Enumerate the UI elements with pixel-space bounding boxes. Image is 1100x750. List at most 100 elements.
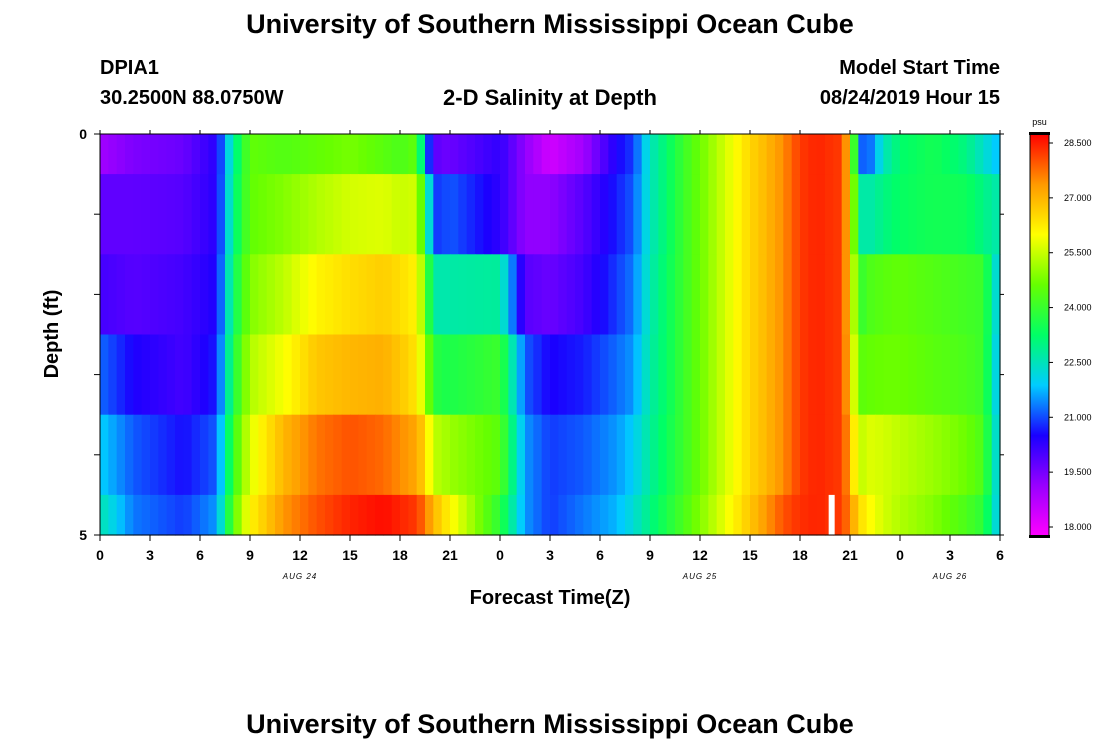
model-start-time: 08/24/2019 Hour 15: [819, 87, 1000, 109]
heatmap-cell: [200, 254, 209, 336]
heatmap-cell: [350, 134, 359, 175]
heatmap-cell: [375, 134, 384, 175]
heatmap-cell: [241, 174, 251, 255]
heatmap-cell: [825, 254, 834, 336]
heatmap-cell: [150, 334, 159, 416]
heatmap-cell: [233, 254, 243, 336]
heatmap-cell: [783, 254, 793, 336]
heatmap-cell: [500, 334, 509, 416]
heatmap-cell: [275, 174, 284, 255]
heatmap-cell: [516, 254, 526, 336]
heatmap-cell: [516, 414, 526, 496]
heatmap-cell: [300, 414, 309, 496]
heatmap-cell: [533, 174, 543, 255]
station-coordinates: 30.2500N 88.0750W: [100, 87, 284, 109]
heatmap-cell: [433, 254, 443, 336]
heatmap-cell: [266, 254, 276, 336]
colorbar-label: 25.500: [1064, 248, 1092, 258]
heatmap-cell: [716, 134, 726, 175]
heatmap-cell: [116, 134, 126, 175]
heatmap-cell: [491, 334, 501, 416]
heatmap-cell: [308, 414, 318, 496]
heatmap-cell: [225, 414, 234, 496]
heatmap-cell: [441, 414, 451, 496]
heatmap-cell: [225, 174, 234, 255]
heatmap-cell: [291, 334, 301, 416]
heatmap-cell: [891, 494, 901, 536]
heatmap-cell: [741, 334, 751, 416]
heatmap-cell: [600, 334, 609, 416]
heatmap-cell: [175, 174, 184, 255]
heatmap-cell: [583, 334, 593, 416]
heatmap-cell: [500, 134, 509, 175]
heatmap-cell: [408, 494, 418, 536]
heatmap-cell: [316, 254, 326, 336]
heatmap-cell: [358, 174, 368, 255]
heatmap-cell: [391, 134, 401, 175]
heatmap-cell: [283, 414, 293, 496]
heatmap-cell: [216, 414, 226, 496]
heatmap-cell: [925, 134, 934, 175]
depth-row: [100, 134, 1001, 175]
heatmap-cell: [416, 494, 426, 536]
heatmap-cell: [641, 174, 651, 255]
heatmap-cell: [125, 334, 134, 416]
heatmap-cell: [375, 414, 384, 496]
heatmap-cell: [200, 334, 209, 416]
heatmap-cell: [466, 414, 476, 496]
heatmap-cell: [441, 174, 451, 255]
heatmap-cell: [775, 174, 784, 255]
heatmap-cell: [900, 174, 909, 255]
heatmap-cell: [883, 134, 893, 175]
heatmap-cell: [858, 334, 868, 416]
heatmap-cell: [908, 414, 918, 496]
heatmap-cell: [233, 334, 243, 416]
x-axis-title: Forecast Time(Z): [470, 587, 631, 609]
heatmap-cell: [166, 334, 176, 416]
heatmap-cell: [391, 494, 401, 536]
heatmap-cell: [600, 414, 609, 496]
heatmap-cell: [541, 494, 551, 536]
heatmap-cell: [283, 254, 293, 336]
heatmap-cell: [158, 134, 168, 175]
heatmap-cell: [366, 134, 376, 175]
heatmap-cell: [533, 414, 543, 496]
heatmap-cell: [600, 494, 609, 536]
heatmap-cell: [150, 174, 159, 255]
heatmap-cell: [633, 174, 643, 255]
heatmap-cell: [600, 174, 609, 255]
heatmap-cell: [466, 334, 476, 416]
heatmap-cell: [391, 174, 401, 255]
heatmap-cell: [583, 494, 593, 536]
heatmap-cell: [683, 334, 693, 416]
heatmap-cell: [183, 414, 193, 496]
heatmap-cell: [350, 414, 359, 496]
heatmap-cell: [475, 174, 484, 255]
heatmap-cell: [841, 494, 851, 536]
heatmap-cell: [275, 254, 284, 336]
heatmap-cell: [225, 334, 234, 416]
heatmap-cell: [825, 334, 834, 416]
heatmap-cell: [366, 494, 376, 536]
heatmap-cell: [858, 134, 868, 175]
heatmap-cell: [258, 254, 268, 336]
heatmap-cell: [675, 334, 684, 416]
heatmap-cell: [516, 494, 526, 536]
heatmap-cell: [500, 254, 509, 336]
heatmap-cell: [408, 134, 418, 175]
heatmap-cell: [316, 134, 326, 175]
heatmap-cell: [758, 414, 768, 496]
heatmap-cell: [633, 334, 643, 416]
y-tick-label: 5: [79, 527, 87, 543]
heatmap-cell: [341, 334, 351, 416]
heatmap-cell: [258, 414, 268, 496]
heatmap-cell: [775, 334, 784, 416]
heatmap-cell: [166, 174, 176, 255]
x-tick-label: 3: [146, 547, 154, 563]
heatmap-cell: [941, 334, 951, 416]
heatmap-cell: [700, 174, 709, 255]
colorbar-label: 27.000: [1064, 193, 1092, 203]
heatmap-cell: [150, 414, 159, 496]
heatmap-cell: [675, 254, 684, 336]
heatmap-cell: [875, 174, 884, 255]
